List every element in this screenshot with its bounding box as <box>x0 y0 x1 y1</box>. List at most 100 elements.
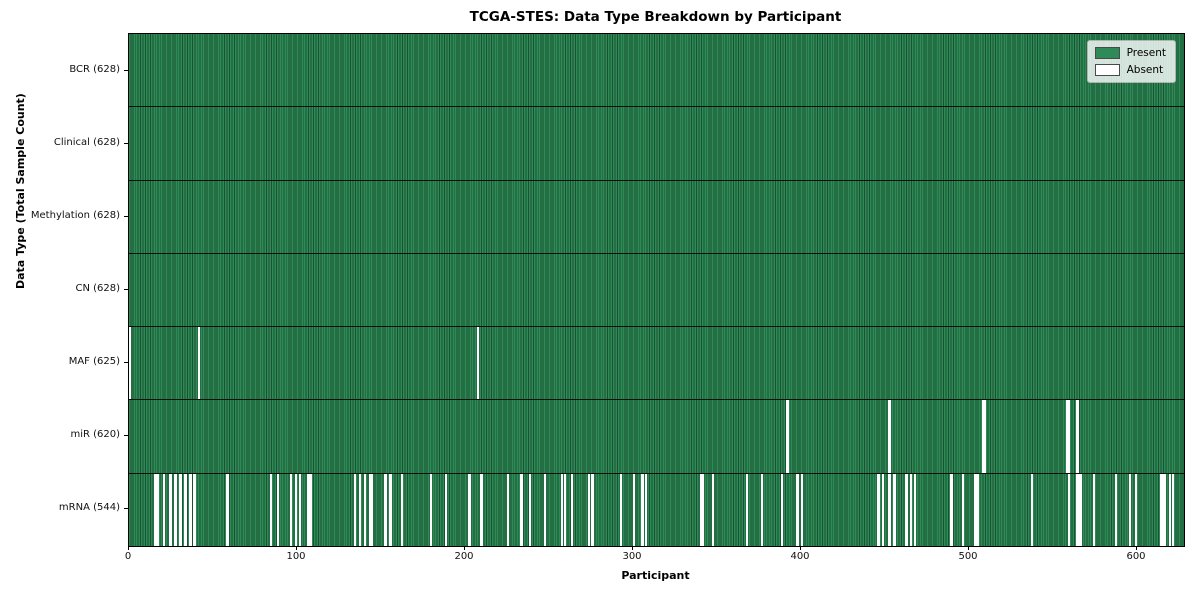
absent-stripe <box>700 473 704 546</box>
absent-stripe <box>276 473 280 546</box>
x-tick-mark <box>128 546 129 550</box>
y-tick-label-Clinical: Clinical (628) <box>53 136 120 148</box>
x-tick-label: 0 <box>124 551 132 562</box>
y-tick-label-miR: miR (620) <box>70 429 120 441</box>
x-axis-label: Participant <box>621 569 690 582</box>
x-tick-label: 500 <box>958 551 978 562</box>
x-tick-mark <box>296 546 297 550</box>
absent-stripe <box>364 473 367 546</box>
absent-stripe <box>982 400 986 473</box>
absent-stripe <box>384 473 387 546</box>
absent-stripe <box>888 473 891 546</box>
y-tick-mark <box>124 142 128 144</box>
absent-stripe <box>307 473 313 546</box>
absent-stripe <box>888 400 891 473</box>
absent-stripe <box>298 473 301 546</box>
y-tick-label-mRNA: mRNA (544) <box>58 502 120 514</box>
absent-stripe <box>745 473 748 546</box>
absent-stripe <box>528 473 531 546</box>
absent-stripe <box>226 473 229 546</box>
absent-stripe <box>520 473 523 546</box>
absent-stripe <box>1068 473 1071 546</box>
heatmap-row-Clinical <box>129 106 1184 179</box>
absent-stripe <box>570 473 573 546</box>
x-tick-label: 400 <box>790 551 810 562</box>
absent-stripe <box>780 473 783 546</box>
absent-stripe <box>184 473 187 546</box>
x-tick-mark <box>968 546 969 550</box>
absent-stripe <box>910 473 913 546</box>
legend-item-present: Present <box>1094 47 1166 59</box>
absent-stripe <box>429 473 432 546</box>
absent-stripe <box>962 473 965 546</box>
x-tick-mark <box>632 546 633 550</box>
x-tick-label: 300 <box>622 551 642 562</box>
x-tick-mark <box>464 546 465 550</box>
x-tick-mark <box>800 546 801 550</box>
absent-stripe <box>1031 473 1034 546</box>
y-tick-mark <box>124 435 128 437</box>
legend-item-absent: Absent <box>1094 64 1166 76</box>
absent-stripe <box>476 327 479 400</box>
absent-stripe <box>905 473 909 546</box>
absent-stripe <box>950 473 953 546</box>
x-tick-label: 600 <box>1126 551 1146 562</box>
absent-stripe <box>468 473 471 546</box>
absent-stripe <box>354 473 357 546</box>
absent-stripe <box>290 473 293 546</box>
absent-stripe <box>881 473 884 546</box>
absent-stripe <box>893 473 896 546</box>
legend: Present Absent <box>1086 40 1176 83</box>
absent-stripe <box>1128 473 1131 546</box>
absent-stripe <box>174 473 177 546</box>
y-tick-mark <box>124 69 128 71</box>
absent-stripe <box>785 400 790 473</box>
absent-stripe <box>154 473 160 546</box>
absent-stripe <box>359 473 362 546</box>
absent-stripe <box>795 473 800 546</box>
heatmap-row-miR <box>129 399 1184 473</box>
absent-stripe <box>1172 473 1175 546</box>
absent-stripe <box>587 473 590 546</box>
chart-title: TCGA-STES: Data Type Breakdown by Partic… <box>469 9 842 25</box>
absent-stripe <box>543 473 547 546</box>
absent-stripe <box>641 473 644 546</box>
absent-stripe <box>913 473 916 546</box>
y-tick-label-BCR: BCR (628) <box>69 63 120 75</box>
absent-stripe <box>270 473 273 546</box>
absent-stripe <box>295 473 298 546</box>
absent-stripe <box>974 473 980 546</box>
y-tick-mark <box>124 215 128 217</box>
heatmap-rows <box>129 34 1184 546</box>
absent-stripe <box>480 473 484 546</box>
absent-stripe <box>197 327 201 400</box>
absent-stripe <box>1076 473 1082 546</box>
heatmap-row-CN <box>129 252 1184 326</box>
heatmap-row-MAF <box>129 326 1184 400</box>
heatmap-row-BCR <box>129 34 1184 106</box>
legend-swatch-absent-icon <box>1094 64 1120 76</box>
heatmap-row-Methylation <box>129 179 1184 253</box>
absent-stripe <box>369 473 373 546</box>
x-tick-mark <box>1136 546 1137 550</box>
absent-stripe <box>1135 473 1138 546</box>
absent-stripe <box>632 473 636 546</box>
y-tick-mark <box>124 362 128 364</box>
absent-stripe <box>192 473 197 546</box>
absent-stripe <box>389 473 392 546</box>
absent-stripe <box>876 473 880 546</box>
absent-stripe <box>129 327 132 400</box>
absent-stripe <box>162 473 165 546</box>
y-tick-mark <box>124 289 128 290</box>
absent-stripe <box>506 473 510 546</box>
legend-swatch-present-icon <box>1094 47 1120 59</box>
absent-stripe <box>444 473 448 546</box>
heatmap-row-mRNA <box>129 472 1184 546</box>
y-tick-label-Methylation: Methylation (628) <box>30 209 120 221</box>
y-tick-label-MAF: MAF (625) <box>68 356 120 368</box>
absent-stripe <box>564 473 567 546</box>
absent-stripe <box>1115 473 1118 546</box>
legend-label-present: Present <box>1126 47 1166 59</box>
absent-stripe <box>1076 400 1079 473</box>
